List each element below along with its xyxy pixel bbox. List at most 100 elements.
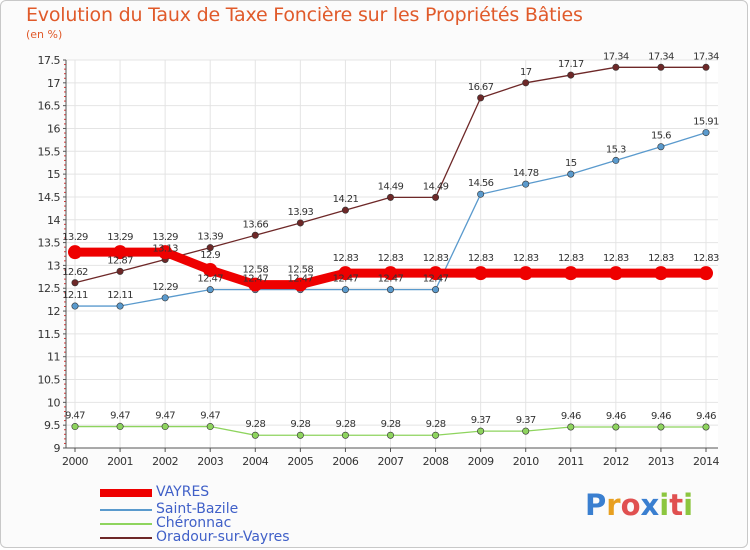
y-tick-label: 11 [47,351,60,364]
y-tick-label: 15 [47,168,60,181]
data-label: 12.47 [423,274,449,285]
y-tick-label: 9.5 [44,419,60,432]
data-point [657,63,665,71]
data-label: 12.83 [333,253,359,264]
data-point [71,423,79,431]
y-tick-label: 17.5 [38,54,61,67]
data-point [699,266,713,281]
data-label: 9.28 [290,419,310,430]
x-tick-label: 2009 [468,455,494,468]
data-label: 12.29 [152,282,178,293]
y-tick-label: 16.5 [38,100,61,113]
data-point [518,266,533,281]
data-point [702,63,710,71]
data-point [477,427,485,435]
data-point [383,266,398,281]
data-point [473,266,488,281]
data-point [71,279,79,287]
x-tick-label: 2003 [197,455,223,468]
y-tick-label: 12.5 [38,282,61,295]
chart-title: Evolution du Taux de Taxe Foncière sur l… [26,4,583,26]
data-label: 9.46 [561,411,581,422]
data-label: 13.93 [288,207,314,218]
data-label: 9.37 [516,415,536,426]
x-tick-label: 2014 [693,455,719,468]
data-label: 14.56 [468,178,494,189]
data-label: 9.28 [381,419,401,430]
data-point [206,244,214,252]
logo-letter: o [620,488,641,522]
legend-swatch-oradour [100,536,152,539]
data-label: 9.47 [65,411,85,422]
y-tick-label: 10.5 [38,374,61,387]
legend-item-cheronnac[interactable]: Chéronnac [100,516,231,531]
data-point [206,423,214,431]
y-tick-label: 14 [47,214,60,227]
data-point [386,431,394,439]
logo-letter: P [585,488,607,522]
legend-label-cheronnac: Chéronnac [156,515,232,531]
data-point [702,129,710,137]
data-label: 13.39 [197,232,223,243]
data-point [608,266,623,281]
data-label: 12.83 [423,253,449,264]
x-tick-label: 2007 [378,455,404,468]
data-point [338,266,353,281]
data-label: 13.66 [242,219,268,230]
x-tick-label: 2013 [648,455,674,468]
data-label: 9.46 [651,411,671,422]
data-label: 12.58 [288,265,314,276]
data-point [657,143,665,151]
data-label: 14.49 [378,181,404,192]
series [68,63,713,439]
data-label: 12.83 [558,253,584,264]
data-point [432,286,440,294]
x-tick-label: 2000 [62,455,88,468]
data-label: 13.29 [62,232,88,243]
data-label: 12.58 [242,265,268,276]
legend-item-oradour[interactable]: Oradour-sur-Vayres [100,530,290,545]
legend-label-vayres: VAYRES [156,484,210,500]
data-label: 17.34 [693,51,719,62]
data-point [428,266,443,281]
legend-label-oradour: Oradour-sur-Vayres [156,529,290,545]
data-point [477,190,485,198]
x-tick-label: 2012 [603,455,629,468]
data-label: 12.62 [62,267,88,278]
data-label: 15 [565,158,577,169]
x-tick-label: 2006 [332,455,358,468]
data-point [161,423,169,431]
data-point [341,206,349,214]
data-label: 12.83 [378,253,404,264]
y-tick-label: 13 [47,259,60,272]
data-point [203,262,218,277]
data-point [702,423,710,431]
data-label: 12.47 [197,274,223,285]
legend-label-saint-bazile: Saint-Bazile [156,501,239,517]
data-point [248,277,263,292]
logo-letter: i [683,488,694,522]
data-point [386,286,394,294]
data-label: 9.47 [200,411,220,422]
data-label: 12.87 [107,255,133,266]
chart-unit-label: (en %) [26,28,63,41]
x-tick-label: 2004 [242,455,268,468]
data-point [567,423,575,431]
data-point [563,266,578,281]
data-label: 12.11 [107,290,133,301]
data-label: 17 [520,67,532,78]
data-point [522,427,530,435]
y-tick-label: 12 [47,305,60,318]
data-point [612,423,620,431]
data-label: 17.34 [648,51,674,62]
data-point [567,71,575,79]
data-label: 14.21 [333,194,359,205]
data-point [206,286,214,294]
data-label: 12.83 [693,253,719,264]
data-label: 9.47 [110,411,130,422]
logo-letter: r [606,488,621,522]
data-label: 13.29 [152,232,178,243]
data-point [612,156,620,164]
legend-item-vayres[interactable]: VAYRES [100,485,209,500]
legend-item-saint-bazile[interactable]: Saint-Bazile [100,502,238,517]
